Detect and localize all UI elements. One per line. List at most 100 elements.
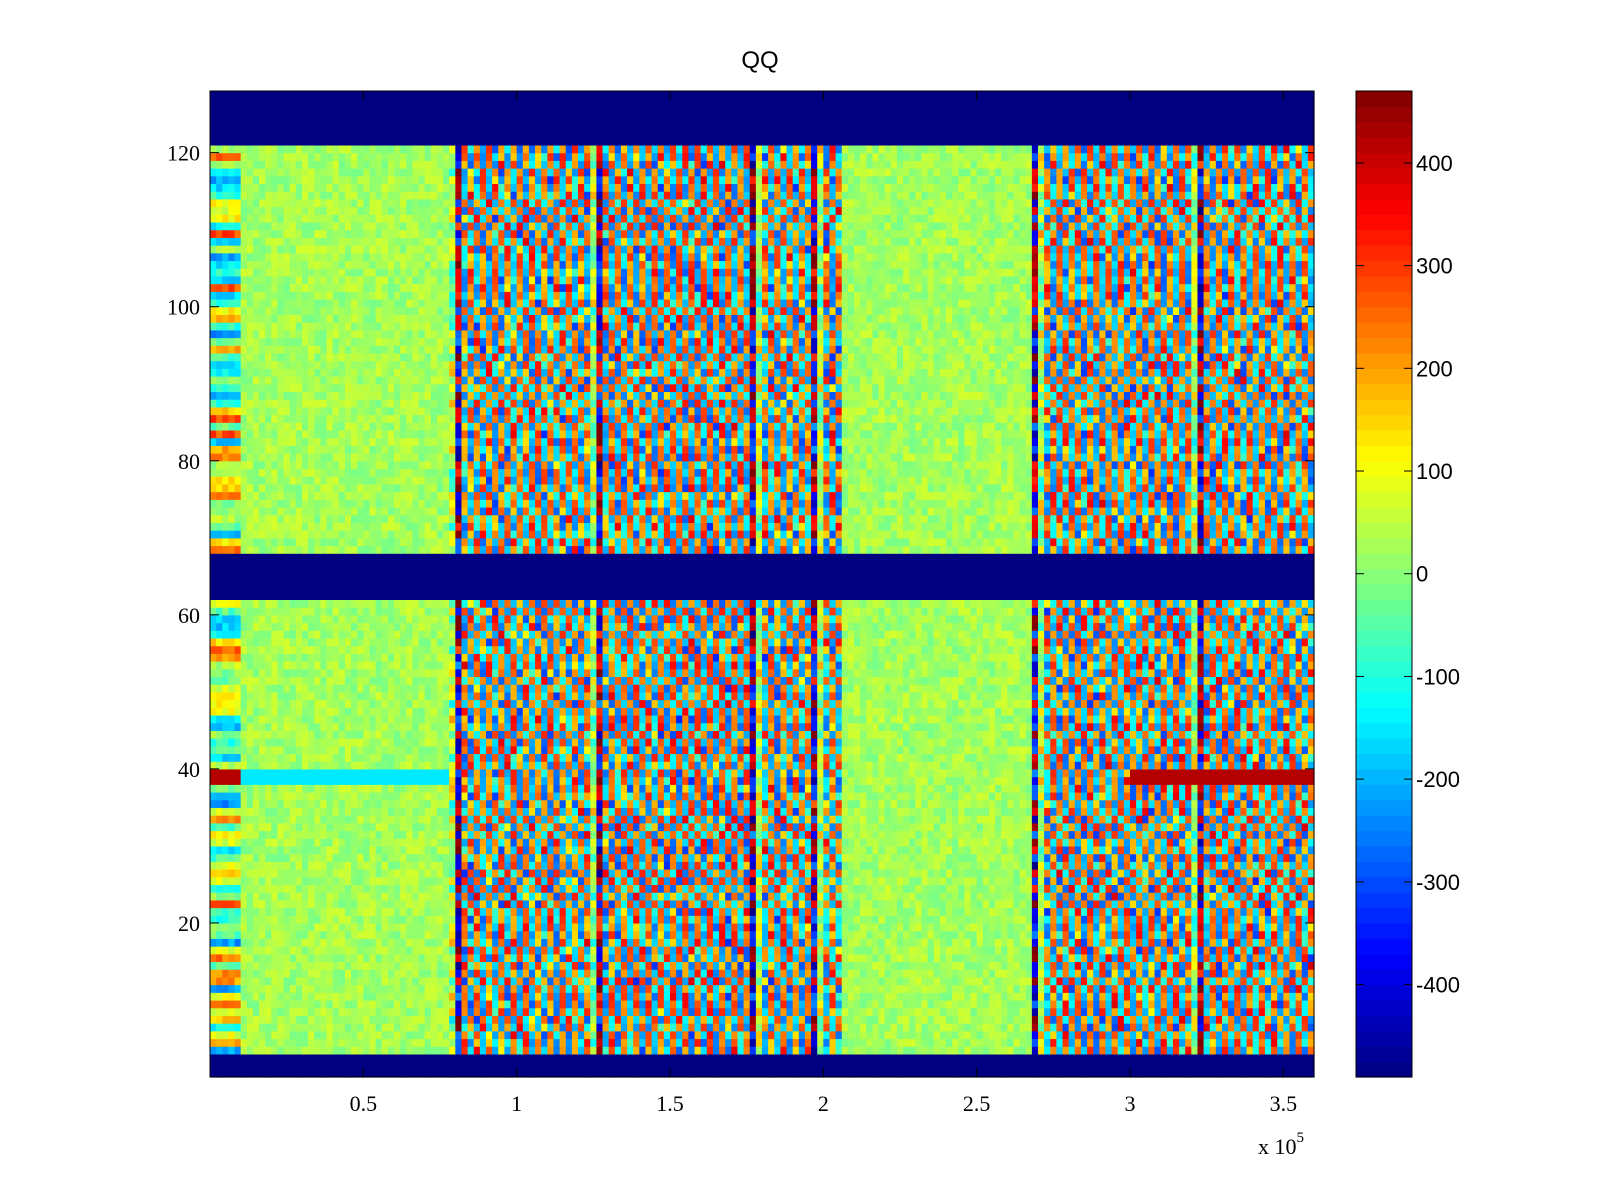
heatmap-cell bbox=[633, 1023, 640, 1032]
heatmap-cell bbox=[1209, 1030, 1217, 1040]
heatmap-cell bbox=[394, 969, 401, 978]
heatmap-cell bbox=[246, 915, 254, 924]
heatmap-cell bbox=[553, 976, 561, 986]
heatmap-cell bbox=[694, 1069, 702, 1078]
heatmap-cell bbox=[363, 1007, 371, 1016]
heatmap-cell bbox=[964, 999, 972, 1009]
heatmap-cell bbox=[443, 969, 450, 978]
heatmap-cell bbox=[896, 1046, 904, 1055]
heatmap-cell bbox=[1301, 876, 1309, 886]
heatmap-cell bbox=[1228, 1015, 1235, 1024]
heatmap-cell bbox=[988, 938, 996, 947]
heatmap-cell bbox=[688, 1038, 696, 1047]
heatmap-cell bbox=[909, 922, 916, 932]
heatmap-cell bbox=[1056, 1069, 1064, 1078]
heatmap-cell bbox=[1172, 984, 1180, 993]
heatmap-cell bbox=[1179, 976, 1186, 986]
heatmap-cell bbox=[486, 1053, 493, 1063]
heatmap-cell bbox=[1197, 1007, 1205, 1016]
heatmap-cell bbox=[627, 899, 634, 909]
heatmap-cell bbox=[958, 1053, 965, 1063]
heatmap-cell bbox=[1142, 1023, 1149, 1032]
heatmap-cell bbox=[400, 1030, 407, 1040]
heatmap-cell bbox=[1258, 961, 1266, 970]
heatmap-cell bbox=[1130, 1030, 1137, 1040]
heatmap-cell bbox=[970, 946, 978, 955]
heatmap-cell bbox=[295, 946, 303, 955]
heatmap-cell bbox=[1209, 1023, 1217, 1032]
heatmap-cell bbox=[915, 1023, 923, 1032]
heatmap-cell bbox=[443, 884, 450, 893]
heatmap-cell bbox=[338, 876, 346, 886]
heatmap-cell bbox=[265, 976, 272, 986]
heatmap-cell bbox=[314, 1069, 321, 1078]
heatmap-cell bbox=[406, 1030, 413, 1040]
heatmap-cell bbox=[222, 1061, 229, 1070]
heatmap-cell bbox=[443, 946, 450, 955]
heatmap-cell bbox=[455, 922, 463, 932]
heatmap-cell bbox=[663, 946, 671, 955]
heatmap-cell bbox=[903, 946, 910, 955]
heatmap-cell bbox=[1172, 876, 1180, 886]
heatmap-cell bbox=[786, 961, 794, 970]
heatmap-cell bbox=[1295, 1030, 1303, 1040]
heatmap-cell bbox=[1087, 1023, 1094, 1032]
heatmap-cell bbox=[271, 876, 279, 886]
heatmap-cell bbox=[449, 899, 456, 909]
heatmap-cell bbox=[1062, 1046, 1070, 1055]
heatmap-cell bbox=[835, 1053, 843, 1063]
heatmap-cell bbox=[1172, 961, 1180, 970]
heatmap-cell bbox=[1044, 1069, 1051, 1078]
heatmap-cell bbox=[620, 999, 628, 1009]
heatmap-cell bbox=[841, 930, 849, 939]
heatmap-cell bbox=[240, 1069, 248, 1078]
heatmap-cell bbox=[547, 992, 555, 1001]
heatmap-cell bbox=[1264, 884, 1272, 893]
heatmap-cell bbox=[289, 992, 297, 1001]
heatmap-cell bbox=[492, 1023, 499, 1032]
heatmap-cell bbox=[443, 938, 450, 947]
heatmap-cell bbox=[774, 953, 781, 963]
heatmap-cell bbox=[719, 1023, 726, 1032]
heatmap-cell bbox=[1044, 1053, 1051, 1063]
heatmap-cell bbox=[982, 1007, 990, 1016]
heatmap-cell bbox=[1191, 915, 1199, 924]
heatmap-cell bbox=[964, 953, 972, 963]
heatmap-cell bbox=[1025, 961, 1033, 970]
heatmap-cell bbox=[1087, 922, 1094, 932]
heatmap-cell bbox=[455, 915, 463, 924]
heatmap-cell bbox=[1087, 1038, 1094, 1047]
heatmap-cell bbox=[430, 1069, 438, 1078]
heatmap-cell bbox=[639, 992, 647, 1001]
heatmap-cell bbox=[780, 907, 788, 916]
heatmap-cell bbox=[504, 1069, 512, 1078]
heatmap-cell bbox=[277, 1053, 285, 1063]
heatmap-cell bbox=[811, 1007, 818, 1016]
heatmap-cell bbox=[804, 946, 812, 955]
heatmap-cell bbox=[743, 930, 751, 939]
heatmap-cell bbox=[332, 915, 340, 924]
heatmap-cell bbox=[504, 969, 512, 978]
heatmap-cell bbox=[1111, 969, 1119, 978]
heatmap-cell bbox=[541, 1038, 548, 1047]
heatmap-cell bbox=[1080, 915, 1088, 924]
heatmap-cell bbox=[1136, 907, 1143, 916]
heatmap-cell bbox=[847, 938, 855, 947]
heatmap-cell bbox=[1295, 1069, 1303, 1078]
heatmap-cell bbox=[289, 907, 297, 916]
heatmap-cell bbox=[719, 976, 726, 986]
heatmap-cell bbox=[314, 969, 321, 978]
heatmap-cell bbox=[553, 961, 561, 970]
heatmap-cell bbox=[1093, 976, 1100, 986]
heatmap-cell bbox=[878, 992, 886, 1001]
heatmap-cell bbox=[412, 892, 420, 901]
heatmap-cell bbox=[412, 930, 420, 939]
heatmap-cell bbox=[1044, 1061, 1051, 1070]
heatmap-cell bbox=[1148, 899, 1156, 909]
heatmap-cell bbox=[535, 953, 542, 963]
heatmap-cell bbox=[344, 984, 352, 993]
heatmap-cell bbox=[1160, 946, 1168, 955]
heatmap-cell bbox=[995, 938, 1002, 947]
heatmap-cell bbox=[240, 1061, 248, 1070]
heatmap-cell bbox=[400, 1069, 407, 1078]
